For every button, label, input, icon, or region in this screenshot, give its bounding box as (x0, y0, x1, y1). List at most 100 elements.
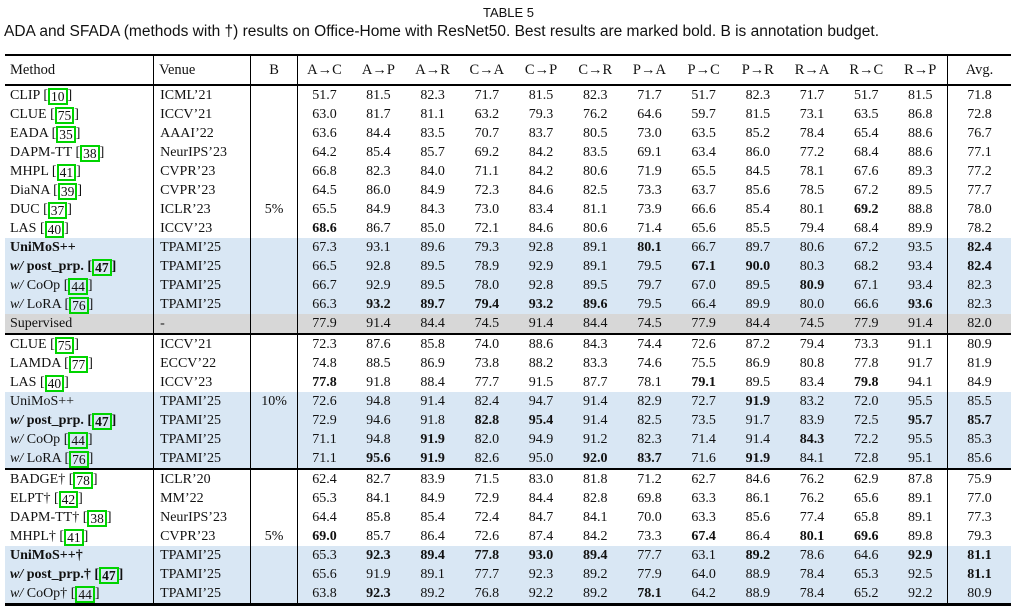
value-cell: 65.3 (296, 546, 352, 565)
value-cell: 86.1 (745, 491, 771, 506)
value-cell: 80.5 (582, 126, 608, 141)
value-cell: 65.6 (691, 221, 716, 236)
method-cell: w/ CoOp [44] (10, 432, 93, 449)
value-cell: 73.0 (474, 202, 500, 217)
citation-link[interactable]: 38 (87, 510, 107, 527)
citation-link[interactable]: 10 (48, 88, 68, 105)
citation-link[interactable]: 44 (68, 432, 88, 449)
method-cell: DAPM-TT [38] (10, 145, 105, 162)
value-cell: 77.7 (474, 375, 500, 390)
value-cell: 93.2 (528, 297, 554, 312)
avg-cell: 78.2 (947, 219, 1011, 238)
value-cell: 84.2 (528, 164, 554, 179)
citation-link[interactable]: 47 (92, 259, 112, 276)
citation-link[interactable]: 76 (69, 297, 89, 314)
value-cell: 65.3 (854, 567, 879, 582)
method-cell: DUC [37] (10, 202, 72, 219)
avg-cell: 76.7 (947, 124, 1011, 143)
value-cell: 81.5 (528, 88, 554, 103)
value-cell: 74.4 (637, 337, 662, 352)
value-cell: 77.8 (296, 373, 352, 392)
citation-link[interactable]: 38 (80, 145, 100, 162)
value-cell: 72.6 (296, 392, 352, 411)
avg-cell: 77.3 (947, 508, 1011, 527)
citation-link[interactable]: 40 (44, 375, 65, 392)
value-cell: 69.2 (474, 145, 500, 160)
value-cell: 88.9 (745, 586, 771, 601)
avg-cell: 80.9 (947, 334, 1011, 354)
value-cell: 81.5 (907, 88, 933, 103)
method-label: CLUE (10, 107, 47, 122)
citation-link[interactable]: 44 (75, 586, 95, 603)
value-cell: 73.5 (691, 413, 716, 428)
value-cell: 84.6 (745, 472, 771, 487)
value-cell: 63.5 (854, 107, 879, 122)
citation-link[interactable]: 75 (54, 107, 75, 124)
value-cell: 80.1 (637, 240, 662, 255)
value-cell: 65.6 (854, 491, 879, 506)
value-cell: 83.4 (799, 375, 825, 390)
value-cell: 64.2 (296, 143, 352, 162)
value-cell: 51.7 (854, 88, 879, 103)
value-cell: 92.9 (366, 278, 391, 293)
table-row: DAPM-TT [38] NeurIPS’23 64.2 85.4 85.7 69.2 84… (5, 143, 1011, 162)
citation-link[interactable]: 42 (58, 491, 79, 508)
venue-cell: NeurIPS’23 (153, 143, 251, 162)
budget-cell (250, 314, 298, 334)
value-cell: 65.2 (854, 586, 879, 601)
citation-link[interactable]: 41 (64, 529, 84, 546)
table-row: Supervised - 77.9 91.4 84.4 74.5 91.4 84.4 74.5 7… (5, 314, 1011, 334)
citation-link[interactable]: 47 (99, 567, 119, 584)
value-cell: 91.4 (907, 316, 933, 331)
venue-cell: TPAMI’25 (153, 546, 251, 565)
avg-cell: 85.7 (947, 411, 1011, 430)
table-row: LAS [40] ICCV’23 77.8 91.8 88.4 77.7 91.5 87.7 7… (5, 373, 1011, 392)
value-cell: 63.3 (691, 510, 716, 525)
value-cell: 64.0 (691, 567, 716, 582)
value-cell: 95.6 (366, 451, 391, 466)
venue-cell: ICLR’23 (153, 200, 251, 219)
table-row: w/ LoRA [76] TPAMI’25 66.3 93.2 89.7 79.4 93.2… (5, 295, 1011, 314)
method-cell: CLUE [75] (10, 337, 79, 354)
citation-link[interactable]: 37 (47, 202, 68, 219)
method-label: Supervised (10, 316, 73, 331)
citation-link[interactable]: 35 (56, 126, 76, 143)
table-row: w/ post_prp. [47] TPAMI’25 72.9 94.6 91.8 82.… (5, 411, 1011, 430)
value-cell: 68.2 (854, 259, 879, 274)
venue-cell: AAAI’22 (153, 124, 251, 143)
citation-link[interactable]: 39 (57, 183, 78, 200)
value-cell: 84.2 (528, 145, 554, 160)
method-label: UniMoS++† (10, 548, 83, 563)
budget-cell (250, 124, 298, 143)
citation-link[interactable]: 77 (68, 356, 89, 373)
value-cell: 73.3 (854, 337, 879, 352)
citation-link[interactable]: 44 (68, 278, 88, 295)
citation-link[interactable]: 75 (54, 337, 75, 354)
table-row: UniMoS++ TPAMI’25 10% 72.6 94.8 91.4 82.4 94.7 9… (5, 392, 1011, 411)
venue-cell: ICCV’23 (153, 219, 251, 238)
method-cell: LAMDA [77] (10, 356, 93, 373)
table-row: LAS [40] ICCV’23 68.6 86.7 85.0 72.1 84.6 80.6 7… (5, 219, 1011, 238)
value-cell: 89.8 (907, 529, 933, 544)
budget-cell (250, 469, 298, 489)
value-cell: 89.5 (420, 259, 445, 274)
value-cell: 84.1 (582, 510, 608, 525)
citation-link[interactable]: 41 (56, 164, 77, 181)
column-header: P→A (622, 55, 677, 86)
table-row: CLUE [75] ICCV’21 72.3 87.6 85.8 74.0 88.6 84.3… (5, 334, 1011, 354)
value-cell: 89.9 (907, 221, 933, 236)
value-cell: 84.9 (420, 183, 445, 198)
citation-link[interactable]: 78 (73, 472, 93, 489)
value-cell: 69.6 (854, 529, 879, 544)
budget-cell (250, 257, 298, 276)
value-cell: 77.4 (799, 510, 825, 525)
citation-link[interactable]: 76 (69, 451, 89, 468)
citation-link[interactable]: 40 (44, 221, 65, 238)
value-cell: 84.4 (528, 491, 554, 506)
value-cell: 89.1 (582, 259, 608, 274)
citation-link[interactable]: 47 (92, 413, 112, 430)
value-cell: 91.4 (582, 413, 608, 428)
value-cell: 91.4 (582, 394, 608, 409)
value-cell: 89.1 (907, 491, 933, 506)
method-label: DUC (10, 202, 40, 217)
